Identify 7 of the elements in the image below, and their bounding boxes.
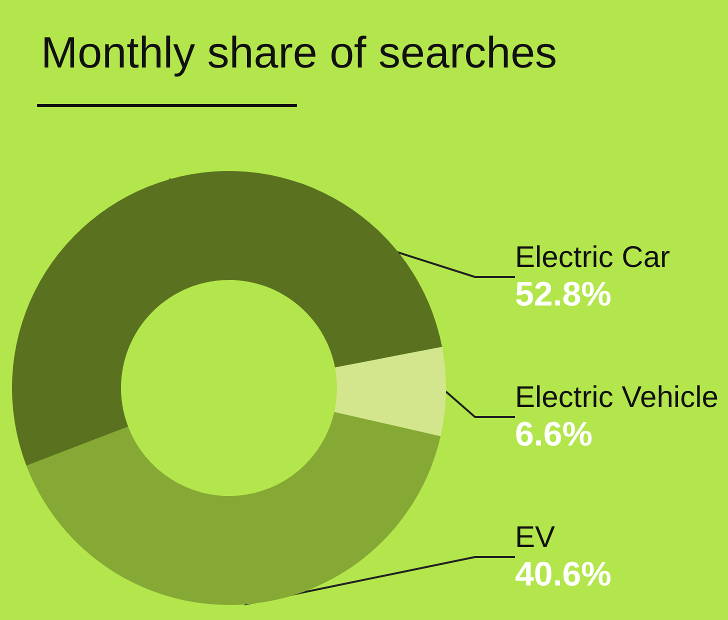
slice-label: Electric Car: [515, 241, 670, 274]
data-label: 40.6%: [515, 556, 612, 594]
chart-title: Monthly share of searches: [41, 28, 558, 78]
slice-label: EV: [515, 521, 556, 554]
slice-label: Electric Vehicle: [515, 381, 718, 414]
data-label: 52.8%: [515, 276, 612, 314]
data-label: 6.6%: [515, 416, 592, 454]
